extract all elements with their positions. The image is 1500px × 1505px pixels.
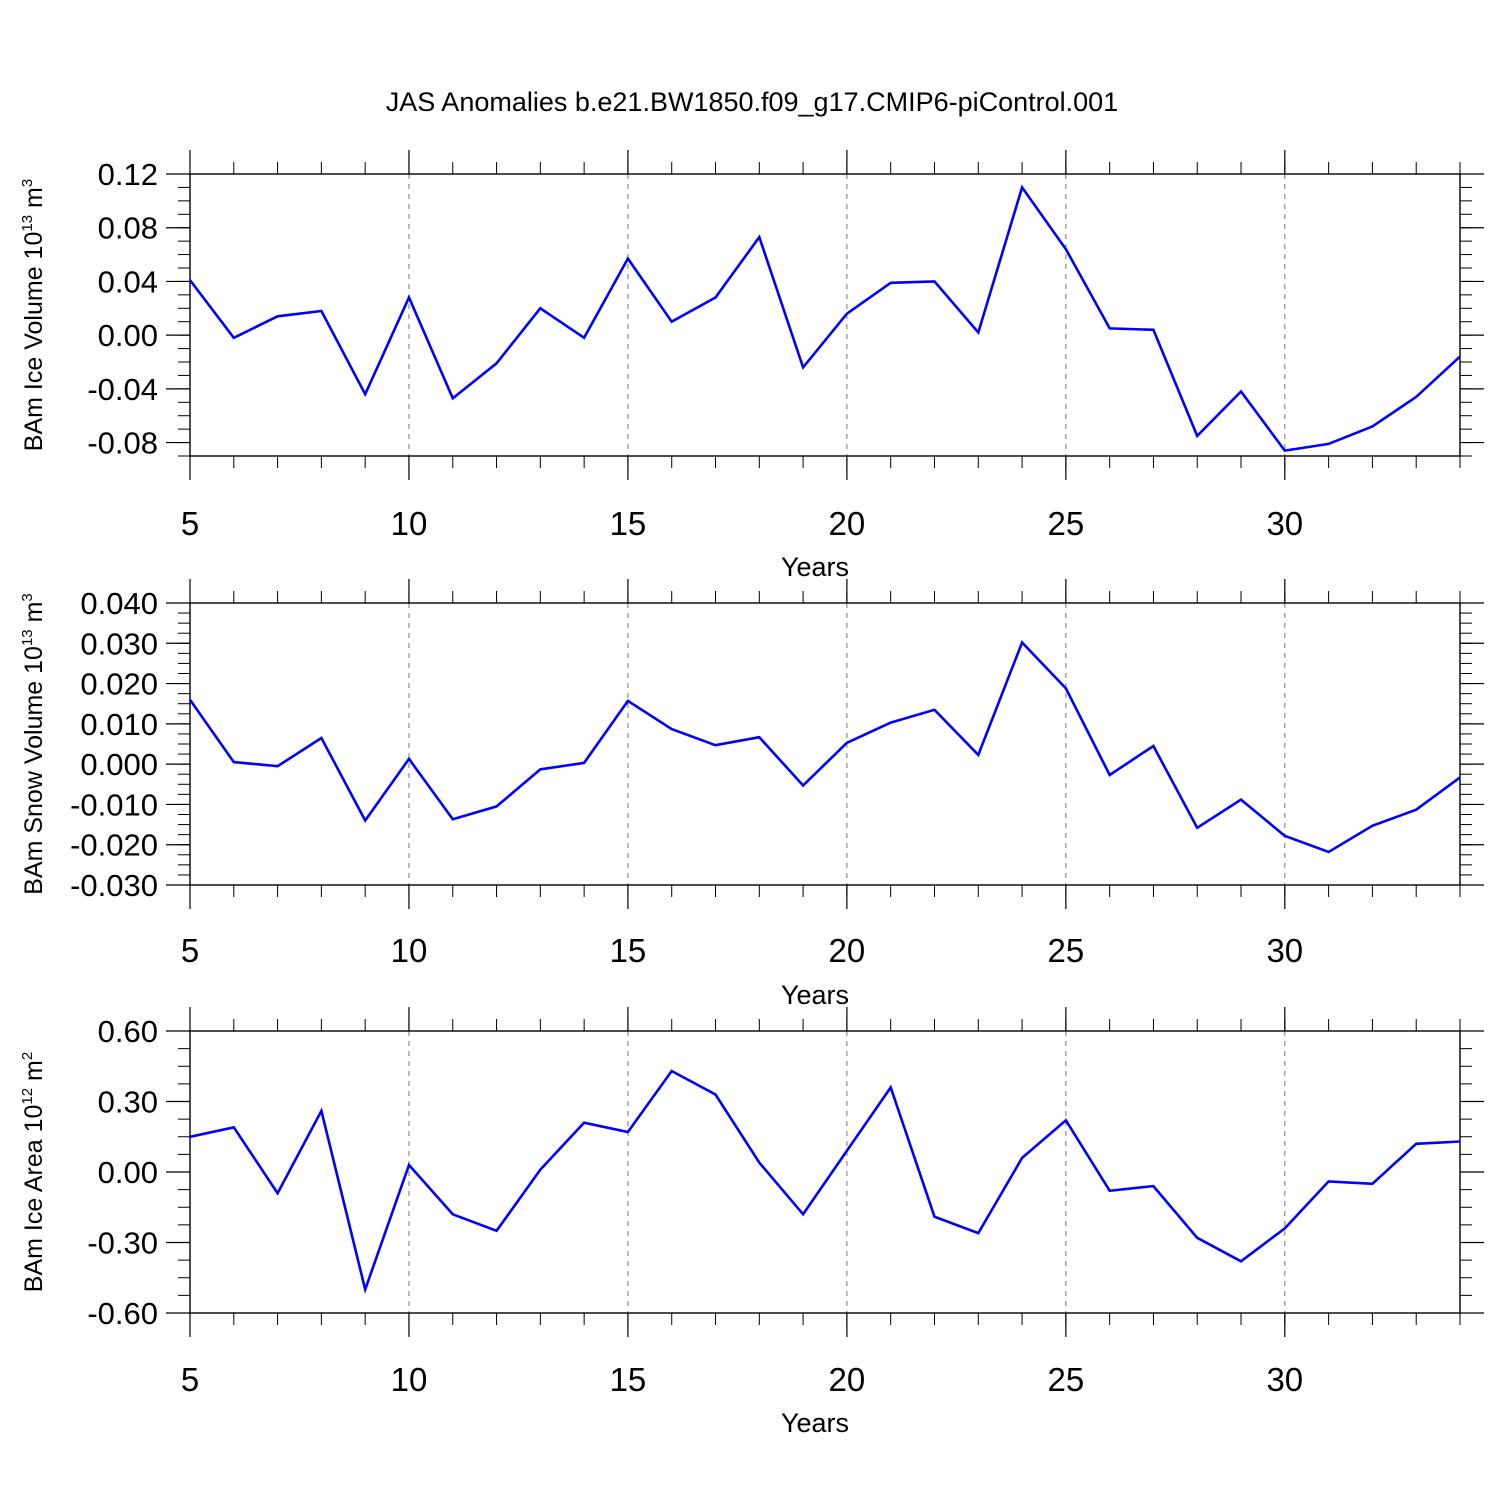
x-tick-label: 25 <box>1048 1361 1085 1398</box>
y-axis-label-superscript: 13 <box>19 629 36 646</box>
x-tick-label: 25 <box>1048 505 1085 542</box>
x-tick-label: 25 <box>1048 932 1085 969</box>
y-axis-label-text: BAm Snow Volume 10 <box>20 646 48 895</box>
y-axis-label-text: m <box>20 602 48 630</box>
y-tick-label: -0.030 <box>70 868 158 903</box>
x-tick-label: 15 <box>610 932 647 969</box>
x-tick-label: 20 <box>829 932 866 969</box>
y-tick-label: 0.60 <box>98 1014 158 1049</box>
y-axis-label: BAm Ice Area 1012 m2 <box>19 1052 48 1292</box>
y-tick-label: -0.60 <box>87 1296 158 1331</box>
x-tick-label: 5 <box>181 1361 199 1398</box>
figure-title: JAS Anomalies b.e21.BW1850.f09_g17.CMIP6… <box>386 87 1118 117</box>
y-axis-label-text: BAm Ice Volume 10 <box>20 232 48 452</box>
y-tick-label: -0.010 <box>70 787 158 822</box>
y-axis-label: BAm Snow Volume 1013 m3 <box>19 593 48 895</box>
data-series-line <box>190 1071 1460 1290</box>
y-axis-label-text: m <box>20 187 48 215</box>
y-axis-label-superscript: 3 <box>19 593 36 601</box>
x-tick-label: 30 <box>1266 932 1303 969</box>
x-tick-label: 10 <box>391 932 428 969</box>
y-tick-label: 0.020 <box>80 667 158 702</box>
y-tick-label: 0.040 <box>80 586 158 621</box>
panel-3: 5 10 15 20 25 30 -0.60 -0.30 0.00 0.30 0.60 Years BA… <box>19 1007 1484 1438</box>
x-axis-label: Years <box>781 552 849 582</box>
plot-frame <box>190 1031 1460 1313</box>
x-tick-label: 20 <box>829 1361 866 1398</box>
plot-frame <box>190 603 1460 885</box>
data-series-line <box>190 643 1460 853</box>
y-axis-label: BAm Ice Volume 1013 m3 <box>19 179 48 451</box>
x-tick-label: 30 <box>1266 1361 1303 1398</box>
y-axis-label-superscript: 3 <box>19 179 36 187</box>
x-tick-label: 15 <box>610 505 647 542</box>
y-tick-label: 0.30 <box>98 1085 158 1120</box>
y-axis-label-superscript: 12 <box>19 1088 36 1105</box>
y-tick-label: 0.000 <box>80 747 158 782</box>
x-axis-label: Years <box>781 1408 849 1438</box>
data-series-line <box>190 187 1460 450</box>
y-tick-label: 0.030 <box>80 626 158 661</box>
x-tick-label: 10 <box>391 505 428 542</box>
panel-2: 5 10 15 20 25 30 -0.030 -0.020 -0.010 0.000 0.010 0… <box>19 579 1484 1010</box>
y-tick-label: 0.04 <box>98 264 158 299</box>
x-tick-label: 10 <box>391 1361 428 1398</box>
y-tick-label: -0.30 <box>87 1226 158 1261</box>
x-tick-label: 30 <box>1266 505 1303 542</box>
y-axis-label-superscript: 2 <box>19 1052 36 1060</box>
y-tick-label: 0.010 <box>80 707 158 742</box>
y-tick-label: 0.00 <box>98 1155 158 1190</box>
x-tick-label: 5 <box>181 932 199 969</box>
y-tick-label: 0.00 <box>98 318 158 353</box>
y-tick-label: -0.08 <box>87 426 158 461</box>
x-tick-label: 5 <box>181 505 199 542</box>
y-tick-label: -0.04 <box>87 372 158 407</box>
y-tick-label: 0.08 <box>98 211 158 246</box>
x-axis-label: Years <box>781 980 849 1010</box>
y-axis-label-superscript: 13 <box>19 215 36 232</box>
plot-frame <box>190 174 1460 456</box>
x-tick-label: 20 <box>829 505 866 542</box>
x-tick-label: 15 <box>610 1361 647 1398</box>
y-axis-label-text: m <box>20 1060 48 1088</box>
y-tick-label: -0.020 <box>70 828 158 863</box>
panel-1: 5 10 15 20 25 30 -0.08 -0.04 0.00 0.04 0.08 0.12 Yea… <box>19 150 1484 582</box>
y-axis-label-text: BAm Ice Area 10 <box>20 1105 48 1293</box>
y-tick-label: 0.12 <box>98 157 158 192</box>
